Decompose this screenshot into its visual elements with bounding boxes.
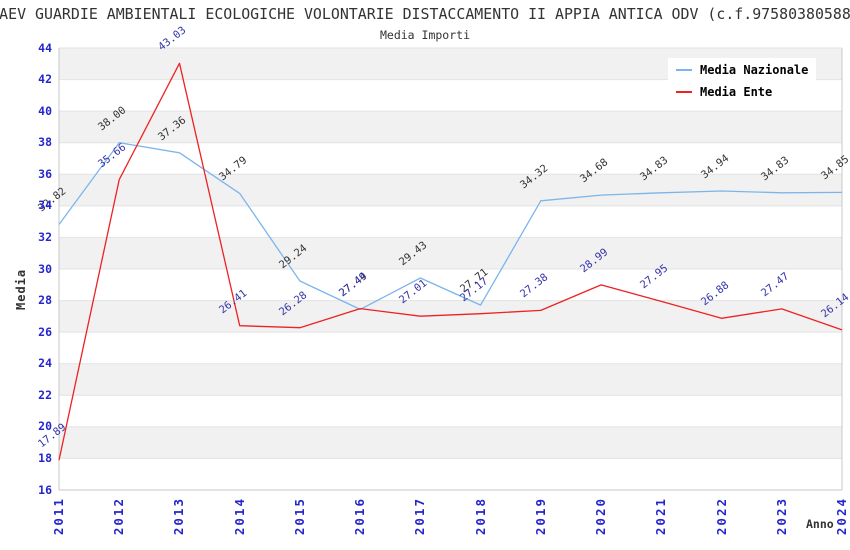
x-axis-tick-label: 2011 <box>51 497 66 536</box>
y-axis-tick-label: 28 <box>38 293 52 308</box>
plot-band <box>59 111 842 143</box>
y-axis-tick-label: 22 <box>38 387 52 402</box>
y-axis-tick-label: 20 <box>38 419 52 434</box>
x-axis-tick-label: 2024 <box>834 497 849 536</box>
x-axis-tick-label: 2014 <box>231 497 247 536</box>
y-axis-tick-label: 24 <box>38 356 52 371</box>
chart-subtitle: Media Importi <box>379 28 470 42</box>
y-axis-tick-label: 40 <box>38 103 52 118</box>
x-axis-tick-label: 2012 <box>111 497 127 536</box>
plot-band <box>59 237 842 269</box>
y-axis-tick-label: 42 <box>38 72 52 87</box>
y-axis-tick-label: 44 <box>38 40 52 55</box>
x-axis-tick-label: 2018 <box>472 497 488 536</box>
y-axis-tick-label: 16 <box>38 482 52 497</box>
x-axis-tick-label: 2015 <box>291 497 307 536</box>
x-axis-title: Anno <box>806 517 834 531</box>
plot-band <box>59 363 842 396</box>
legend-label-media-ente: Media Ente <box>700 85 773 99</box>
y-axis-tick-label: 30 <box>38 261 52 276</box>
plot-band <box>59 174 842 206</box>
y-axis-tick-label: 34 <box>38 198 52 213</box>
x-axis-tick-label: 2023 <box>773 497 789 536</box>
chart-title: AEV GUARDIE AMBIENTALI ECOLOGICHE VOLONT… <box>0 5 850 23</box>
x-axis-tick-label: 2022 <box>713 497 729 536</box>
legend-swatch-media-nazionale <box>676 69 692 71</box>
plot-band <box>59 426 842 459</box>
plot-band <box>59 300 842 333</box>
legend: Media Nazionale Media Ente <box>668 58 816 104</box>
y-axis-tick-label: 36 <box>38 166 52 181</box>
x-axis-tick-label: 2016 <box>352 497 368 536</box>
y-axis-tick-label: 18 <box>38 450 52 465</box>
legend-label-media-nazionale: Media Nazionale <box>700 63 809 77</box>
x-axis-tick-label: 2013 <box>171 497 187 536</box>
series-line-media-ente <box>58 62 843 461</box>
y-axis-tick-label: 38 <box>38 135 52 150</box>
legend-item-media-nazionale[interactable]: Media Nazionale <box>668 60 816 80</box>
legend-item-media-ente[interactable]: Media Ente <box>668 82 816 102</box>
x-axis-tick-label: 2017 <box>412 497 428 536</box>
y-axis-tick-label: 32 <box>38 229 52 244</box>
x-axis-tick-label: 2021 <box>653 497 669 536</box>
y-axis-tick-label: 26 <box>38 324 52 339</box>
x-axis-tick-label: 2019 <box>532 497 548 536</box>
series-line-media-nazionale <box>58 142 843 311</box>
legend-swatch-media-ente <box>676 91 692 93</box>
x-axis-tick-label: 2020 <box>593 497 609 536</box>
